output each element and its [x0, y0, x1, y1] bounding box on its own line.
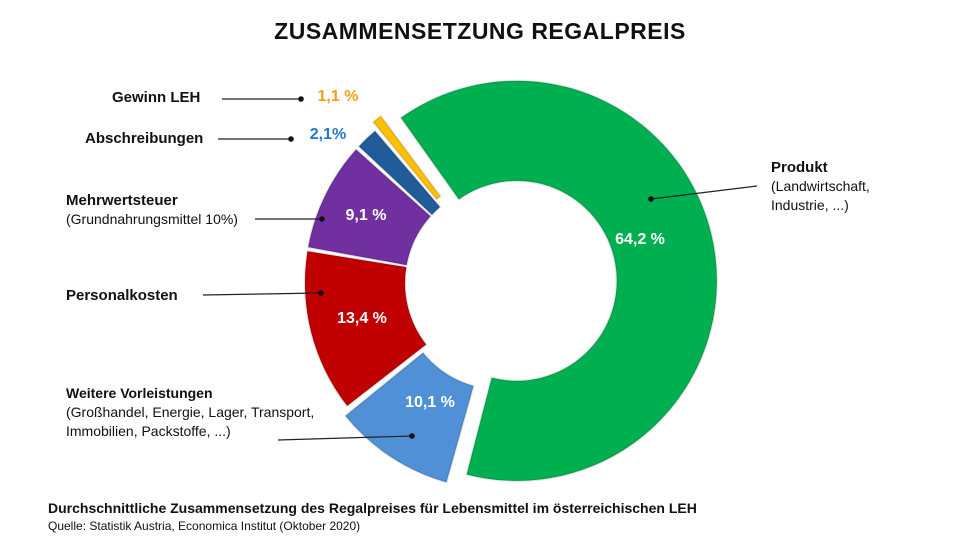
slice-personalkosten [304, 250, 428, 408]
leader-line [202, 292, 322, 296]
leader-dot [409, 433, 415, 439]
leader-dot [319, 216, 325, 222]
slice-mehrwertsteuer [307, 148, 432, 267]
leader-dot [318, 290, 324, 296]
leader-line [650, 185, 758, 200]
slice-gewinn-leh [371, 114, 442, 201]
slice-produkt [399, 79, 718, 482]
label-mehrwertsteuer: Mehrwertsteuer (Grundnahrungsmittel 10%) [66, 192, 238, 227]
label-abschreibungen: Abschreibungen [85, 130, 204, 147]
data-label: 1,1 % [318, 88, 359, 105]
label-gewinn: Gewinn LEH [112, 89, 201, 106]
slice-abschreibungen [357, 129, 442, 217]
data-label: 64,2 % [615, 231, 665, 248]
leader-dot [648, 196, 654, 202]
leader-line [277, 435, 413, 441]
leader-dot [288, 136, 294, 142]
data-label: 9,1 % [346, 207, 387, 224]
label-vorleistungen: Weitere Vorleistungen (Großhandel, Energi… [66, 385, 315, 439]
chart-source: Quelle: Statistik Austria, Economica Ins… [48, 519, 361, 533]
chart-subtitle: Durchschnittliche Zusammensetzung des Re… [48, 500, 697, 516]
leader-dot [298, 96, 304, 102]
label-personalkosten: Personalkosten [66, 287, 178, 304]
label-produkt: Produkt (Landwirtschaft, Industrie, ...) [771, 159, 870, 213]
data-label: 2,1% [310, 126, 346, 143]
data-label: 13,4 % [337, 310, 387, 327]
data-label: 10,1 % [405, 394, 455, 411]
chart-title: ZUSAMMENSETZUNG REGALPREIS [274, 18, 686, 44]
slice-weitere-vorleistungen [344, 351, 475, 484]
